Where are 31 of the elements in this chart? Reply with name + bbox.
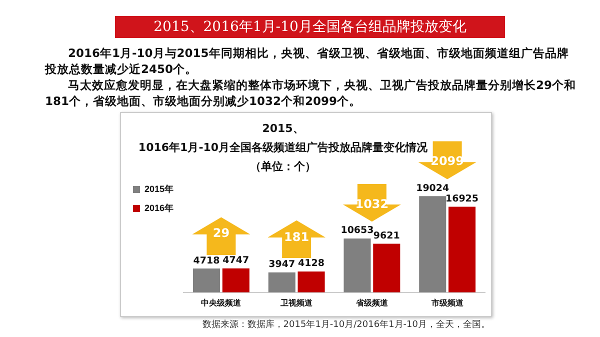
text: 2099 (430, 154, 466, 168)
data-label: 19024 (416, 182, 450, 194)
source-note: 数据来源：数据库，2015年1月-10月/2016年1月-10月，全天，全国。 (202, 318, 490, 331)
bar (419, 196, 446, 292)
data-label: 3947 (268, 259, 296, 270)
legend-label: 2015年 (144, 184, 174, 194)
bar (373, 244, 400, 292)
data-label: 9621 (373, 230, 400, 242)
data-label: 4718 (193, 255, 220, 266)
x-tick-label: 中央级频道 (201, 298, 242, 308)
bar (448, 206, 476, 292)
bar (298, 272, 325, 292)
legend-label: 2016年 (144, 202, 174, 213)
x-tick-label: 市级频道 (430, 297, 464, 308)
annotation: 181 (283, 230, 310, 244)
data-label: 4747 (222, 255, 250, 266)
chart-subtitle: 2015、1016年1月-10月全国各级频道组广告投放品牌量变化情况（单位：个） (137, 121, 429, 175)
annotation: 29 (212, 226, 231, 240)
bar (268, 272, 296, 292)
data-label: 4128 (298, 258, 325, 270)
data-label: 16925 (445, 194, 479, 205)
data-label: 10653 (340, 225, 374, 236)
x-tick-label: 卫视频道 (280, 298, 314, 308)
bar (344, 238, 371, 292)
x-tick-label: 省级频道 (354, 298, 389, 308)
bar (222, 268, 250, 292)
chart-title: 2015、2016年1月-10月全国各台组品牌投放变化 (115, 16, 505, 38)
text: 马太效应愈发明显，在大盘紧缩的整体市场环境下，央视、卫视广告投放品牌量分别增长29个和181个，省级地面、市级地面分别减少1032个和2099个。 (45, 77, 578, 109)
text: 2016年1月-10月与2015年同期相比，央视、省级卫视、省级地面、市级地面频道组广告品牌投放总数量减少近2450个。 (45, 45, 570, 77)
bar (192, 268, 220, 292)
annotation: 1032 (354, 196, 390, 210)
